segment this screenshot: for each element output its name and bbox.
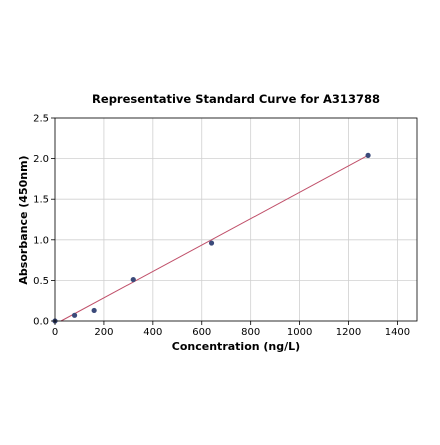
fit-line	[60, 154, 369, 322]
plot-area-frame	[54, 117, 418, 322]
chart-title: Representative Standard Curve for A31378…	[92, 92, 380, 106]
x-tick-label: 800	[241, 327, 260, 338]
data-point	[71, 312, 78, 318]
y-axis-label: Absorbance (450nm)	[17, 155, 30, 284]
data-points-layer	[52, 152, 371, 324]
data-point	[365, 152, 371, 158]
x-tick-label: 1400	[385, 327, 410, 338]
y-tick-label: 2.5	[33, 114, 49, 125]
y-tick-label: 1.0	[33, 235, 49, 246]
data-point	[91, 307, 97, 314]
x-tick-label: 200	[94, 327, 113, 338]
x-axis-ticks: 0 200 400 600 800 1000 1200 1400	[52, 321, 410, 338]
y-axis-ticks: 0.0 0.5 1.0 1.5 2.0 2.5	[33, 114, 55, 328]
data-point	[130, 276, 136, 283]
y-tick-label: 1.5	[33, 195, 49, 206]
data-point	[208, 240, 215, 246]
grid-lines	[54, 117, 417, 322]
y-tick-label: 0.5	[33, 276, 49, 287]
x-axis-label: Concentration (ng/L)	[172, 340, 300, 353]
x-tick-label: 1000	[287, 327, 312, 338]
x-tick-label: 1200	[336, 327, 361, 338]
y-tick-label: 0.0	[33, 317, 49, 328]
y-tick-label: 2.0	[33, 154, 49, 165]
x-tick-label: 0	[52, 327, 58, 338]
x-tick-label: 600	[192, 327, 211, 338]
fit-line-layer	[60, 154, 369, 322]
x-tick-label: 400	[143, 327, 162, 338]
